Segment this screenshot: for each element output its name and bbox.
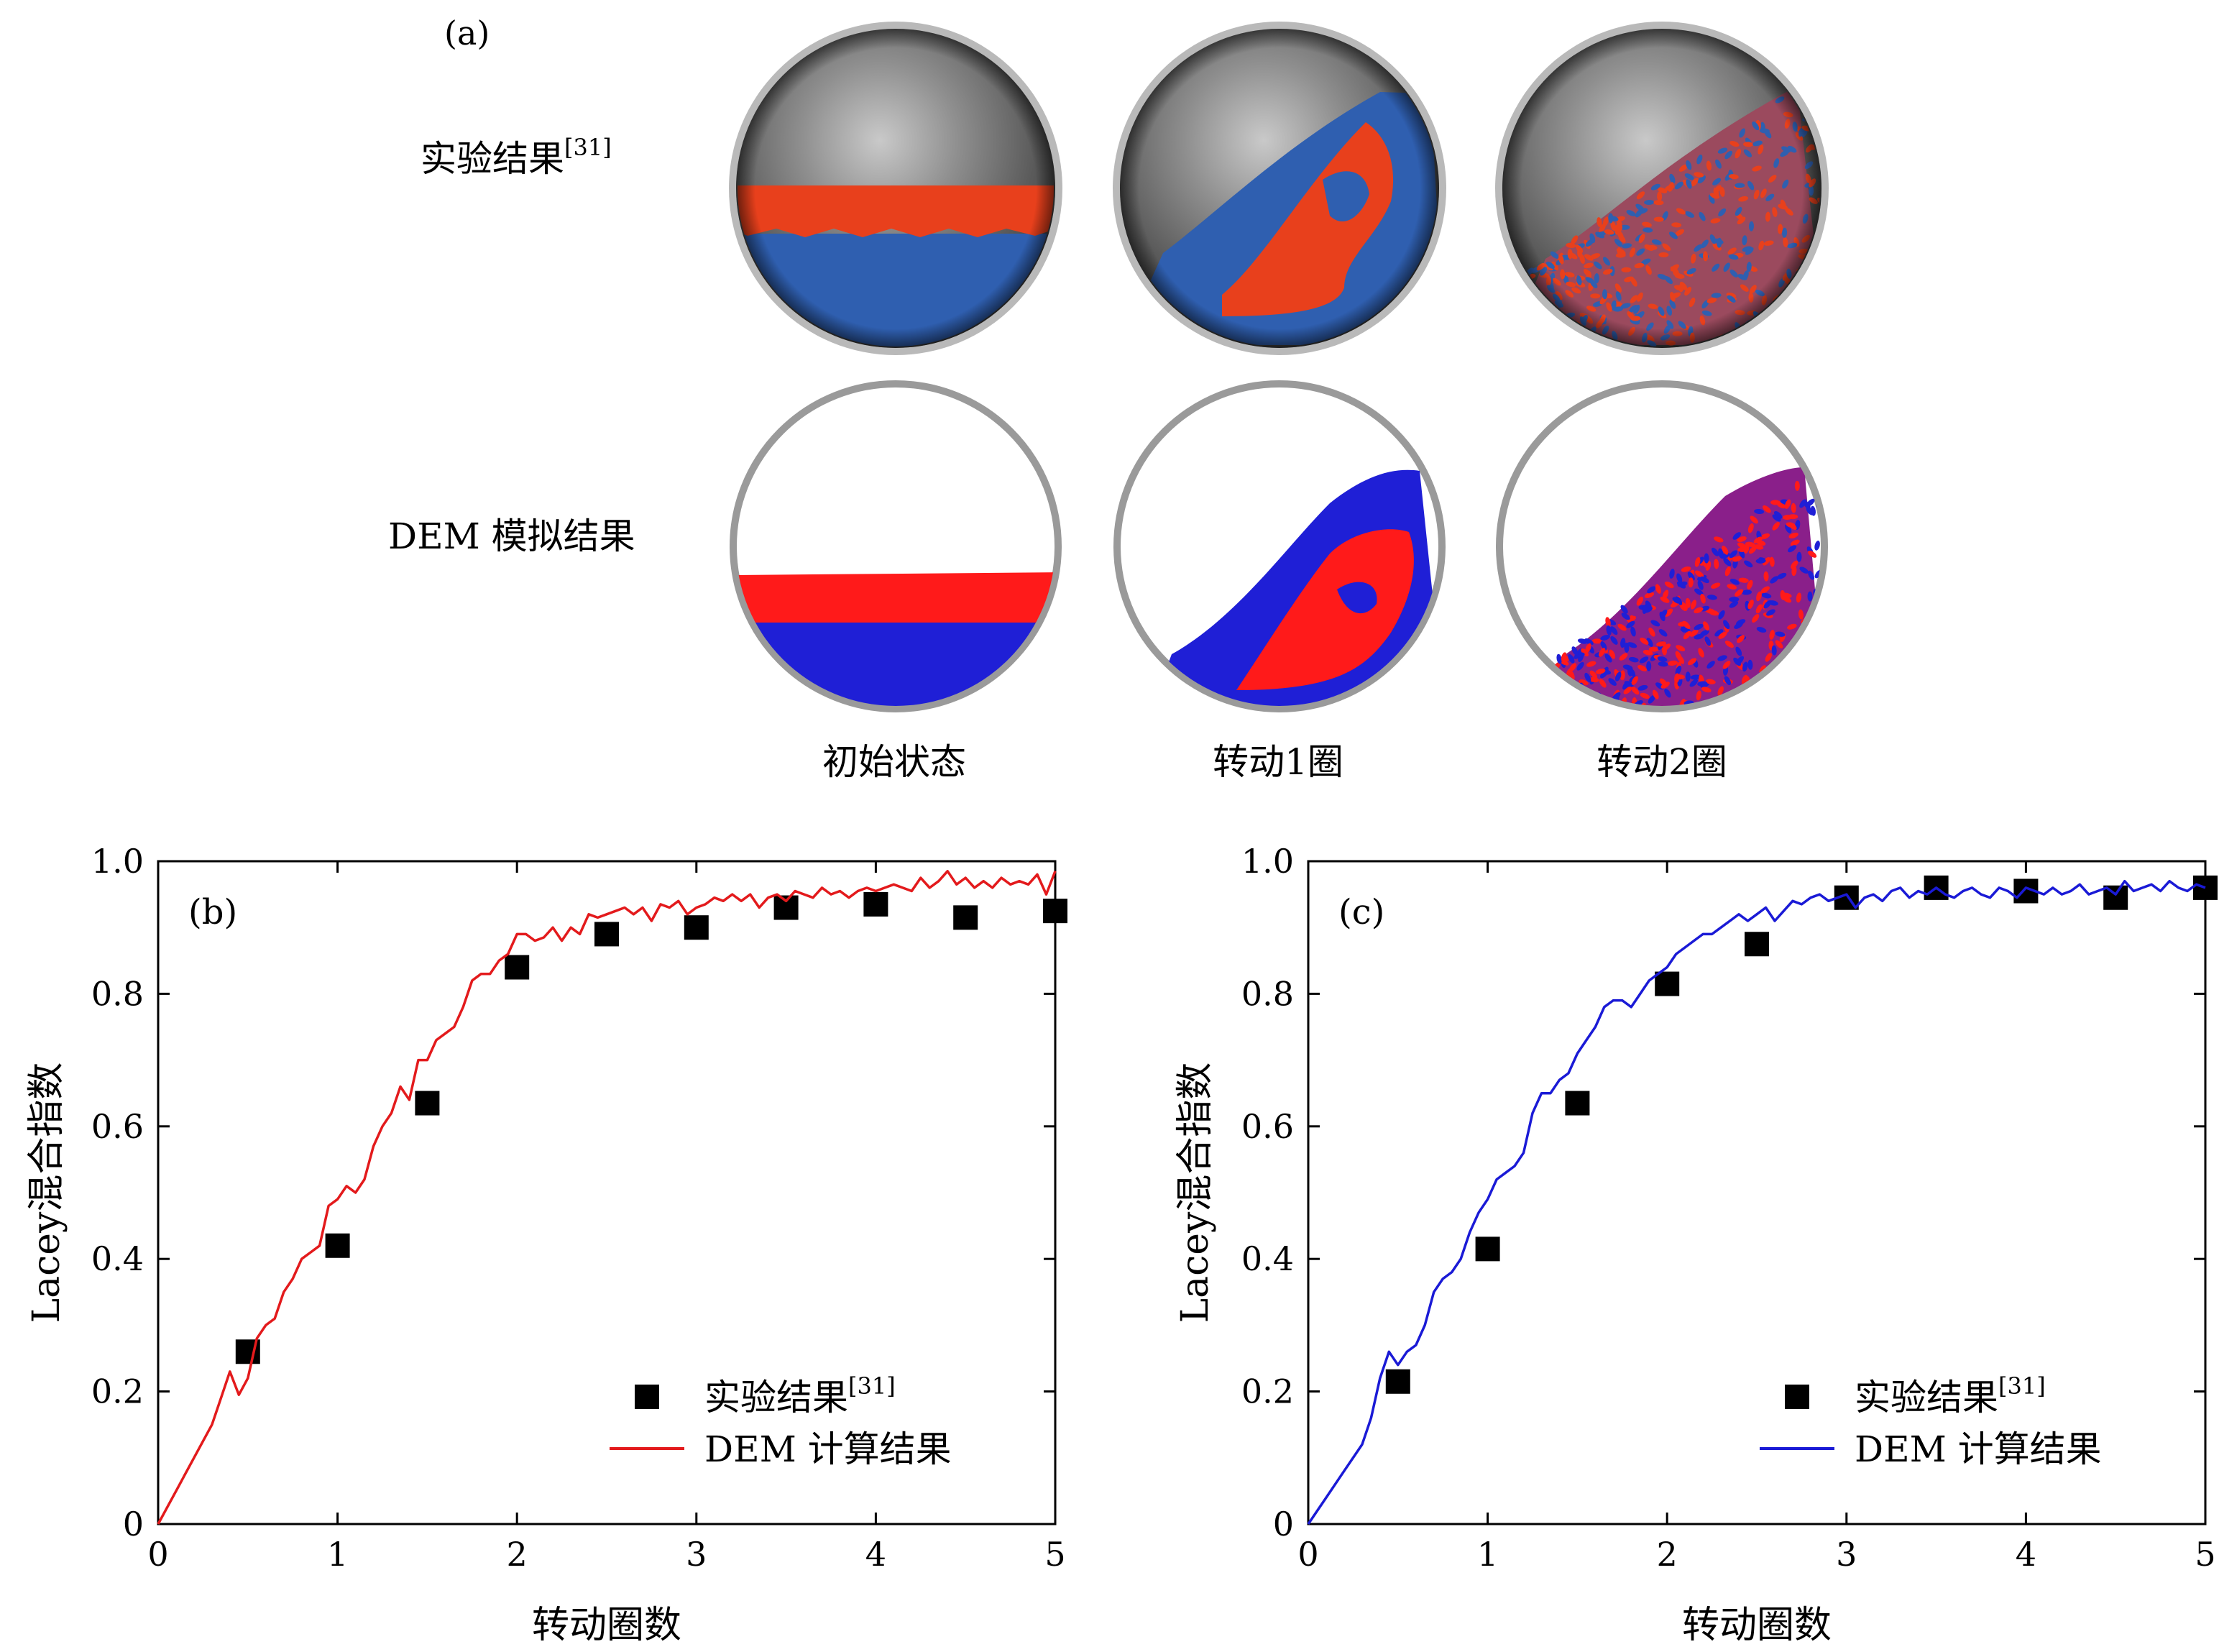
chart-b-xlabel: 转动圈数 [532, 1604, 681, 1647]
chart-b-ytick-label: 0.2 [91, 1372, 144, 1411]
chart-c: 0 1 2 3 4 5 0 0.2 0.4 0.6 0.8 1.0 转动圈数 Lacey混合指数 (c) 实验… [1174, 842, 2218, 1647]
chart-b-data-point [863, 891, 888, 917]
panel-a-label: (a) [444, 14, 490, 52]
simulation-initial-blue-layer [736, 620, 1055, 706]
chart-c-ytick-label: 0.8 [1241, 974, 1294, 1013]
legend-experiment-text: 实验结果 [1855, 1377, 1998, 1418]
chart-c-ytick-label: 0.2 [1241, 1372, 1294, 1411]
chart-c-frame [1307, 860, 2207, 1525]
simulation-drum-initial [730, 380, 1062, 712]
column-label-rotation-1: 转动1圈 [1213, 741, 1343, 783]
chart-b-ylabel: Lacey混合指数 [25, 1063, 68, 1323]
simulation-initial-red-layer [736, 572, 1055, 623]
row-label-dem: DEM 模拟结果 [388, 515, 635, 557]
experiment-drum-initial [729, 22, 1062, 355]
chart-b-data-point [505, 955, 530, 980]
chart-c-legend-marker-experiment [1785, 1385, 1809, 1409]
simulation-drum-rotation-1 [1113, 380, 1446, 712]
chart-c-data-point [1475, 1236, 1500, 1262]
column-label-rotation-2: 转动2圈 [1597, 741, 1727, 783]
chart-b-data-point [594, 922, 619, 947]
chart-b-ytick-label: 1.0 [91, 842, 144, 881]
chart-b-ytick-label: 0.4 [91, 1239, 144, 1278]
experiment-drum-rotation-2 [1495, 22, 1829, 355]
chart-c-ylabel: Lacey混合指数 [1174, 1063, 1217, 1323]
experiment-drum-rotation-1 [1113, 22, 1446, 355]
chart-c-xlabel: 转动圈数 [1682, 1604, 1832, 1647]
chart-b-series-line [157, 870, 1057, 1525]
chart-c-xtick-label: 5 [2195, 1535, 2215, 1574]
chart-c-data-point [1745, 932, 1769, 957]
simulation-rot1-red-region [1236, 529, 1414, 690]
chart-b-ytick-label: 0 [123, 1505, 144, 1543]
chart-c-data-point [1565, 1091, 1590, 1116]
chart-c-data-point [1385, 1369, 1410, 1394]
chart-c-ytick-label: 0.4 [1241, 1239, 1294, 1278]
chart-c-ytick-label: 0.6 [1241, 1107, 1294, 1146]
chart-b-data-point [325, 1233, 350, 1258]
row-label-experiment-text: 实验结果 [421, 138, 564, 180]
chart-c-xtick-label: 1 [1477, 1535, 1498, 1574]
chart-c-xtick-label: 4 [2016, 1535, 2036, 1574]
legend-experiment-ref: [31] [848, 1372, 896, 1400]
chart-c-ytick-label: 0 [1273, 1505, 1294, 1543]
chart-b-legend-marker-experiment [635, 1385, 659, 1409]
row-label-experiment: 实验结果[31] [421, 134, 612, 180]
chart-b-ytick-label: 0.6 [91, 1107, 144, 1146]
chart-b-data-point [1043, 899, 1067, 924]
chart-b-data-point [953, 905, 978, 930]
legend-experiment-ref: [31] [1998, 1372, 2046, 1400]
chart-c-xtick-label: 2 [1657, 1535, 1678, 1574]
chart-c-legend-label-dem: DEM 计算结果 [1855, 1428, 2102, 1470]
chart-b-xtick-label: 2 [507, 1535, 528, 1574]
row-label-experiment-ref: [31] [564, 134, 612, 161]
chart-b: 0 1 2 3 4 5 0 0.2 0.4 0.6 0.8 1.0 转动圈数 Lacey混合指数 (b) 实验… [25, 842, 1067, 1647]
chart-c-series-line [1307, 879, 2206, 1525]
chart-b-legend-label-dem: DEM 计算结果 [704, 1428, 952, 1470]
chart-c-data-point [1655, 971, 1680, 996]
chart-b-data-point [684, 915, 709, 940]
chart-b-data-point [773, 895, 799, 920]
chart-c-panel-label: (c) [1338, 892, 1384, 932]
chart-b-xtick-label: 4 [865, 1535, 886, 1574]
chart-c-ytick-label: 1.0 [1241, 842, 1294, 881]
chart-b-panel-label: (b) [188, 892, 237, 932]
column-label-initial: 初始状态 [822, 741, 966, 783]
chart-c-xtick-label: 0 [1297, 1535, 1318, 1574]
simulation-drum-rotation-2 [1496, 380, 1828, 712]
simulation-rot1-inner-blue [1337, 582, 1377, 614]
chart-b-xtick-label: 3 [686, 1535, 707, 1574]
chart-b-frame [157, 860, 1057, 1525]
chart-b-xtick-label: 0 [147, 1535, 168, 1574]
chart-b-data-point [415, 1091, 440, 1116]
chart-b-ytick-label: 0.8 [91, 974, 144, 1013]
chart-c-xtick-label: 3 [1836, 1535, 1857, 1574]
chart-c-legend-label-experiment: 实验结果[31] [1855, 1372, 2046, 1418]
chart-b-legend-label-experiment: 实验结果[31] [704, 1372, 896, 1418]
legend-experiment-text: 实验结果 [704, 1377, 848, 1418]
chart-b-xtick-label: 5 [1044, 1535, 1065, 1574]
chart-b-xtick-label: 1 [327, 1535, 348, 1574]
